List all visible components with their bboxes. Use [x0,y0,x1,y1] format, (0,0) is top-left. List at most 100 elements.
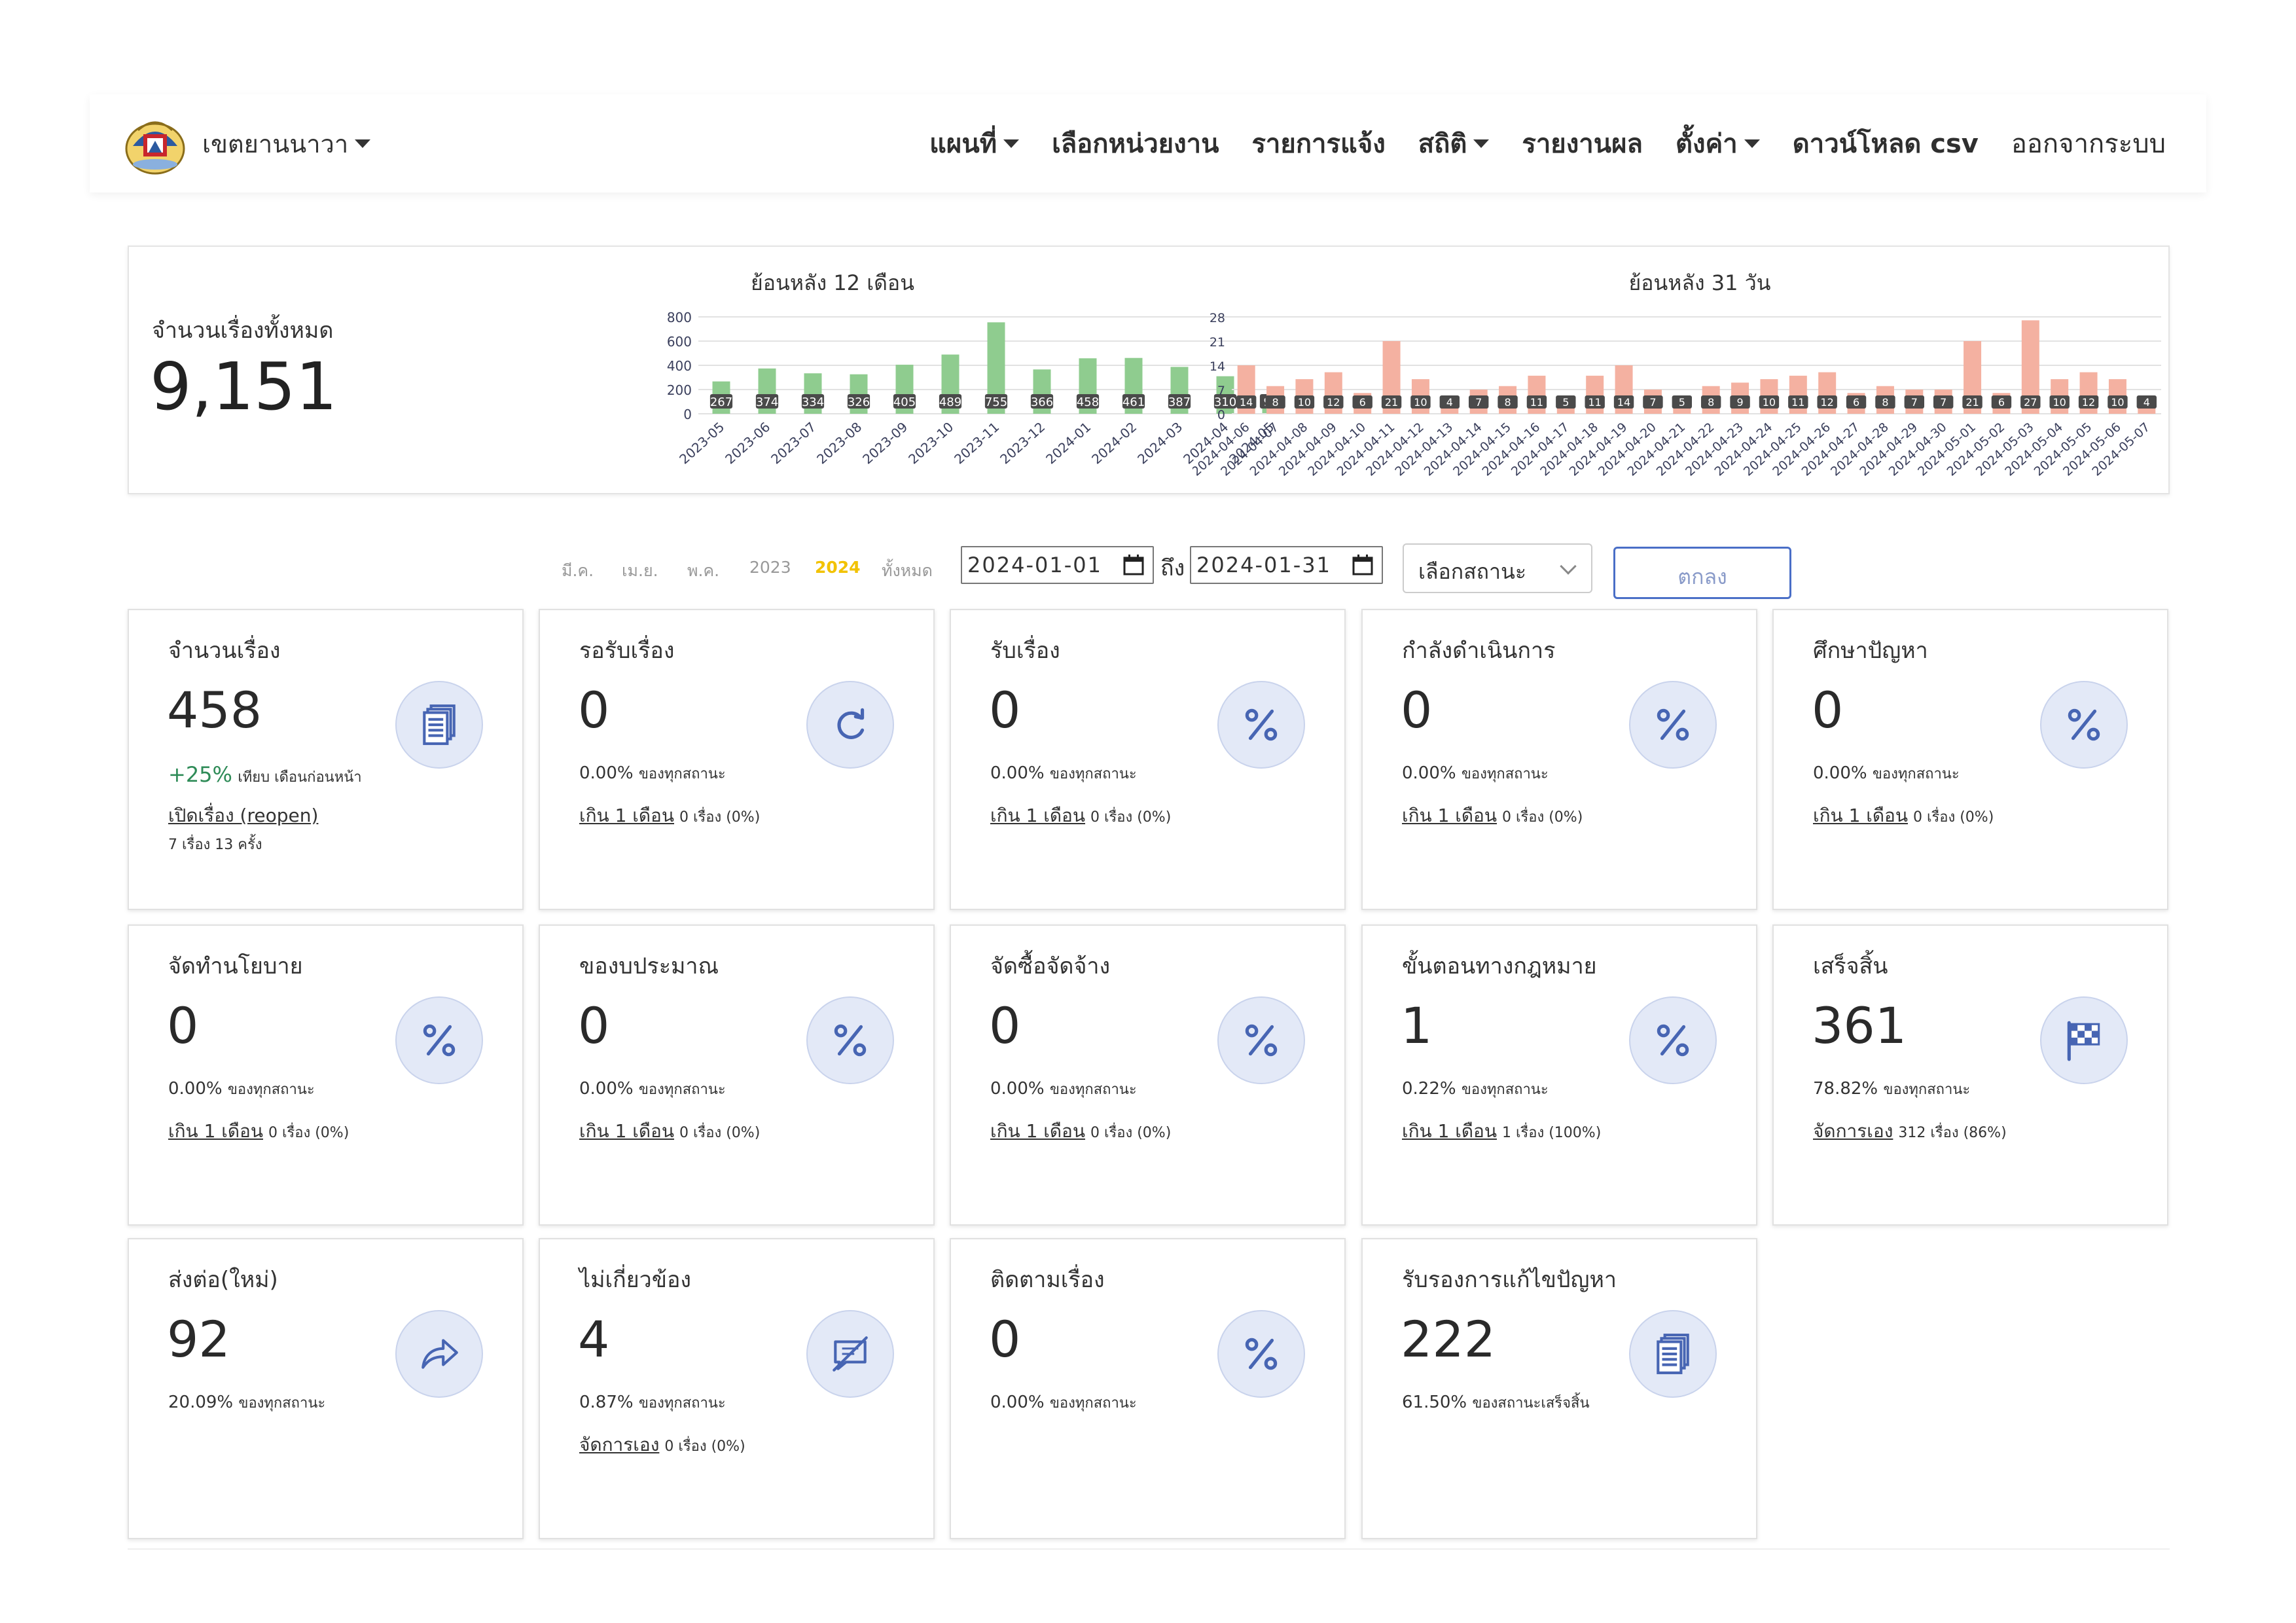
bar-value-label: 310 [1214,395,1236,409]
card-value: 458 [167,681,262,739]
bar-value-label: 21 [1965,396,1979,409]
date-range-to-label: ถึง [1160,555,1185,581]
card-percentage-value: 0.22% [1402,1079,1456,1099]
bar-label-bg [1410,395,1431,409]
status-card: ของบประมาณ 0 0.00% ของทุกสถานะ เกิน 1 เดือน… [539,924,935,1226]
card-icon-badge [1629,1310,1717,1398]
nav-download-csv[interactable]: ดาวน์โหลด csv [1793,122,1979,164]
nav-results-report-label: รายงานผล [1522,129,1643,159]
card-title: รอรับเรื่อง [579,638,675,664]
date-from-input[interactable]: 2024-01-01 [961,546,1154,584]
nav-logout[interactable]: ออกจากระบบ [2011,122,2166,164]
quick-filter-mar[interactable]: มี.ค. [562,561,594,580]
bar-label-bg [1672,395,1693,409]
card-percentage-value: 0.00% [1402,763,1456,783]
status-card: รอรับเรื่อง 0 0.00% ของทุกสถานะ เกิน 1 เดือ… [539,609,935,910]
quick-filter-may[interactable]: พ.ค. [687,561,720,580]
chart-31-days: 07142128142024-04-0682024-04-07102024-04… [1193,311,2161,479]
card-icon-badge [1217,681,1305,769]
card-value: 0 [989,681,1021,739]
quick-filter-all[interactable]: ทั้งหมด [882,561,933,580]
card-value: 0 [989,1310,1021,1368]
bar-value-label: 7 [1649,396,1656,409]
x-tick-label: 2023-06 [722,419,773,467]
bar-value-label: 8 [1504,396,1511,409]
card-percentage: 0.00% ของทุกสถานะ [168,1078,315,1101]
nav-report-list[interactable]: รายการแจ้ง [1251,122,1385,164]
nav-map[interactable]: แผนที่ [929,122,1020,164]
bar-label-bg [984,394,1008,409]
brand-dropdown[interactable]: เขตยานนาวา [124,112,371,175]
card-icon-badge [2040,996,2128,1084]
nav-select-agency[interactable]: เลือกหน่วยงาน [1052,122,1219,164]
status-select-placeholder: เลือกสถานะ [1418,559,1527,584]
percent-icon [1240,703,1283,746]
bar-label-bg [2049,395,2070,409]
card-sub-link[interactable]: จัดการเอง [579,1434,660,1455]
card-percentage-text: ของทุกสถานะ [1049,1395,1137,1412]
chart-31-days-title: ย้อนหลัง 31 วัน [1628,270,1771,295]
quick-filter-2024[interactable]: 2024 [815,558,861,577]
card-title: ส่งต่อ(ใหม่) [168,1267,278,1293]
card-percentage: 61.50% ของสถานะเสร็จสิ้น [1402,1391,1589,1414]
card-icon-badge [395,681,483,769]
bar-label-bg [847,394,870,409]
percent-icon [2062,703,2106,746]
nav-statistics[interactable]: สถิติ [1418,122,1490,164]
nav-results-report[interactable]: รายงานผล [1522,122,1643,164]
card-sub-text: 0 เรื่อง (0%) [1501,809,1583,826]
status-card: ไม่เกี่ยวข้อง 4 0.87% ของทุกสถานะ จัดการเอง… [539,1238,935,1539]
card-sub-link[interactable]: เปิดเรื่อง (reopen) [168,805,319,826]
y-tick-label: 800 [667,310,692,325]
card-title: ของบประมาณ [579,953,719,979]
status-select[interactable]: เลือกสถานะ [1403,543,1592,593]
card-sub-link[interactable]: เกิน 1 เดือน [990,1120,1085,1142]
status-card: รับเรื่อง 0 0.00% ของทุกสถานะ เกิน 1 เดือน … [950,609,1346,910]
x-tick-label: 2023-09 [859,419,910,467]
card-percentage-text: ของทุกสถานะ [1049,1082,1137,1098]
percent-icon [829,1019,872,1062]
bar-label-bg [1439,395,1460,409]
bar-label-bg [1759,395,1780,409]
district-seal-logo [125,121,185,175]
card-sub-link[interactable]: เกิน 1 เดือน [1402,805,1497,826]
card-icon-badge [2040,681,2128,769]
card-sub-link[interactable]: เกิน 1 เดือน [579,1120,674,1142]
card-sub-text: 1 เรื่อง (100%) [1501,1125,1602,1141]
bar-value-label: 6 [1853,396,1859,409]
bar-value-label: 14 [1240,396,1253,409]
card-value: 1 [1401,996,1433,1055]
card-icon-badge [395,1310,483,1398]
status-card: ศึกษาปัญหา 0 0.00% ของทุกสถานะ เกิน 1 เดือน… [1772,609,2168,910]
documents-icon [418,703,461,746]
calendar-icon[interactable] [1122,554,1145,576]
card-sub-link[interactable]: เกิน 1 เดือน [990,805,1085,826]
card-sub-link[interactable]: เกิน 1 เดือน [1813,805,1908,826]
nav-settings[interactable]: ตั้งค่า [1676,122,1760,164]
card-title: ไม่เกี่ยวข้อง [579,1267,691,1293]
card-percentage-value: 0.00% [990,1393,1045,1412]
card-sub-text: 0 เรื่อง (0%) [1090,809,1172,826]
date-to-input[interactable]: 2024-01-31 [1190,546,1383,584]
chevron-down-icon [1744,139,1760,148]
card-percentage-value: 0.00% [990,763,1045,783]
card-sub-link[interactable]: เกิน 1 เดือน [1402,1120,1497,1142]
bar-value-label: 5 [1562,396,1569,409]
card-sub-link[interactable]: เกิน 1 เดือน [579,805,674,826]
nav-map-label: แผนที่ [929,129,997,159]
card-sub-link[interactable]: จัดการเอง [1813,1120,1893,1142]
summary-panel: จำนวนเรื่องทั้งหมด 9,151 ย้อนหลัง 12 เดื… [128,246,2170,494]
calendar-icon[interactable] [1352,554,1374,576]
submit-button[interactable]: ตกลง [1613,547,1791,599]
bar-value-label: 326 [848,395,870,409]
card-value: 361 [1812,996,1907,1055]
card-sub-link[interactable]: เกิน 1 เดือน [168,1120,263,1142]
card-percentage-value: 0.87% [579,1393,634,1412]
bar-label-bg [2108,395,2128,409]
quick-filter-2023[interactable]: 2023 [749,558,791,577]
card-sub: จัดการเอง 312 เรื่อง (86%) [1813,1117,2007,1146]
brand-name: เขตยานนาวา [202,129,349,158]
card-sub: เปิดเรื่อง (reopen) [168,801,318,830]
quick-filter-apr[interactable]: เม.ย. [622,561,658,580]
bar-value-label: 4 [2144,396,2150,409]
